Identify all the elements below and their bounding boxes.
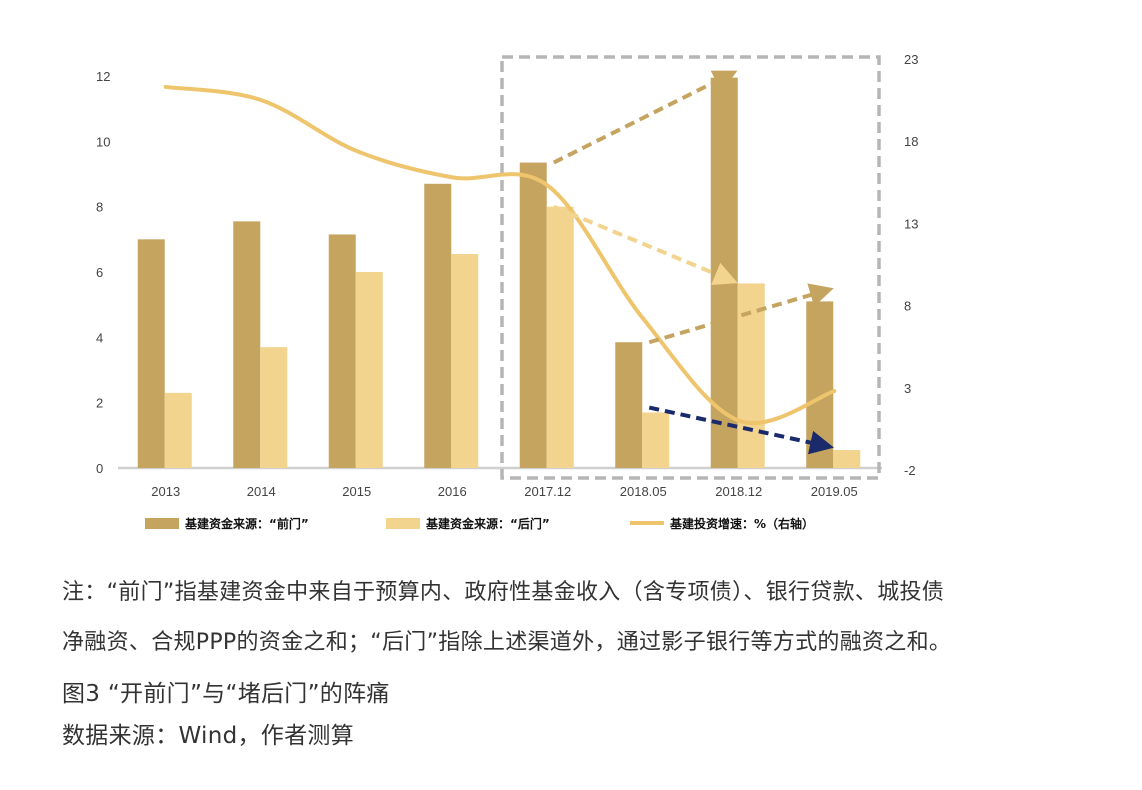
x-tick-label: 2015	[342, 484, 371, 499]
x-tick-label: 2017.12	[524, 484, 571, 499]
legend: 基建资金来源：“前门” 基建资金来源：“后门” 基建投资增速：%（右轴）	[145, 516, 814, 531]
bar-front-door	[424, 183, 452, 469]
y-right-tick-label: 18	[904, 134, 918, 149]
x-tick-label: 2018.12	[715, 484, 762, 499]
x-tick-label: 2016	[438, 484, 467, 499]
growth-rate-line	[163, 84, 837, 425]
y-left-tick-label: 12	[96, 69, 110, 84]
annotation-arrow	[648, 283, 834, 345]
y-left-tick-label: 6	[96, 265, 103, 280]
annotation-arrow	[648, 405, 834, 455]
bar-back-door	[260, 347, 288, 468]
bar-back-door	[355, 272, 383, 468]
note-line-1: 注：“前门”指基建资金中来自于预算内、政府性基金收入（含专项债）、银行贷款、城投…	[62, 580, 945, 605]
y-left-tick-label: 0	[96, 461, 103, 476]
y-left-tick-label: 10	[96, 134, 110, 149]
bars-layer	[137, 77, 861, 469]
legend-swatch	[386, 518, 420, 529]
x-tick-label: 2014	[247, 484, 276, 499]
bar-back-door	[642, 412, 670, 468]
legend-label: 基建资金来源：“后门”	[425, 516, 550, 531]
bar-front-door	[233, 221, 261, 468]
annotation-arrow	[552, 204, 738, 286]
x-tick-label: 2019.05	[811, 484, 858, 499]
bar-front-door	[137, 239, 165, 468]
bar-front-door	[519, 162, 547, 469]
bar-front-door	[615, 342, 643, 468]
y-right-tick-label: 13	[904, 216, 918, 231]
x-tick-label: 2013	[151, 484, 180, 499]
legend-swatch	[145, 518, 179, 529]
y-right-tick-label: 8	[904, 299, 911, 314]
bar-back-door	[546, 206, 574, 468]
highlight-box-layer	[500, 55, 881, 480]
y-left-tick-label: 8	[96, 200, 103, 215]
y-left-tick-label: 2	[96, 396, 103, 411]
highlight-dashed-box	[500, 55, 881, 480]
y-right-tick-label: -2	[904, 463, 916, 478]
axes-layer: 0 2 4 6 8 10 12 -2 3 8 13 18 23 2013 2014 2015 2016 2017.…	[96, 52, 918, 499]
bar-back-door	[833, 450, 861, 468]
figure-caption: 图3 “开前门”与“堵后门”的阵痛	[62, 681, 390, 707]
bar-back-door	[164, 392, 192, 468]
bar-front-door	[328, 234, 356, 468]
note-line-2: 净融资、合规PPP的资金之和；“后门”指除上述渠道外，通过影子银行等方式的融资之…	[62, 630, 952, 655]
arrows-layer	[552, 70, 834, 455]
legend-label: 基建投资增速：%（右轴）	[669, 516, 814, 531]
chart-canvas: 0 2 4 6 8 10 12 -2 3 8 13 18 23 2013 2014 2015 2016 2017.…	[96, 52, 918, 531]
annotation-arrow	[552, 70, 738, 165]
bar-back-door	[451, 254, 479, 468]
x-tick-label: 2018.05	[620, 484, 667, 499]
legend-label: 基建资金来源：“前门”	[184, 516, 309, 531]
y-left-tick-label: 4	[96, 330, 103, 345]
y-right-tick-label: 3	[904, 381, 911, 396]
line-layer	[163, 84, 837, 425]
bar-front-door	[710, 77, 738, 468]
y-right-tick-label: 23	[904, 52, 918, 67]
data-source: 数据来源：Wind，作者测算	[62, 723, 355, 749]
